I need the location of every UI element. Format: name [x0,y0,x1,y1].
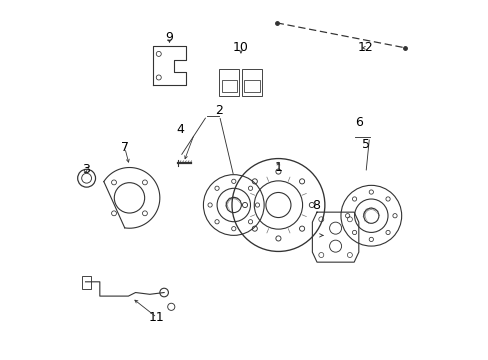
Circle shape [368,190,373,194]
Text: 9: 9 [165,31,173,44]
Circle shape [392,213,396,218]
Circle shape [248,220,252,224]
Bar [221,80,237,93]
Circle shape [385,230,389,235]
Circle shape [352,197,356,201]
Text: 8: 8 [311,198,319,212]
Circle shape [214,186,219,190]
Circle shape [385,197,389,201]
Text: 4: 4 [176,123,184,136]
Circle shape [231,226,235,231]
Bar [82,276,91,289]
Bar [219,69,239,96]
Text: 12: 12 [357,41,373,54]
Text: 11: 11 [149,311,164,324]
Text: 1: 1 [274,161,282,174]
Circle shape [368,237,373,242]
Circle shape [255,203,259,207]
Text: 5: 5 [361,138,369,151]
Circle shape [207,203,212,207]
Text: 2: 2 [215,104,223,117]
Text: 7: 7 [121,141,128,154]
Bar [242,69,262,96]
Circle shape [214,220,219,224]
Text: 10: 10 [232,41,248,54]
Circle shape [345,213,349,218]
Circle shape [248,186,252,190]
Circle shape [352,230,356,235]
Text: 6: 6 [354,116,362,129]
Circle shape [231,179,235,184]
Text: 3: 3 [81,163,89,176]
Bar [244,80,260,93]
